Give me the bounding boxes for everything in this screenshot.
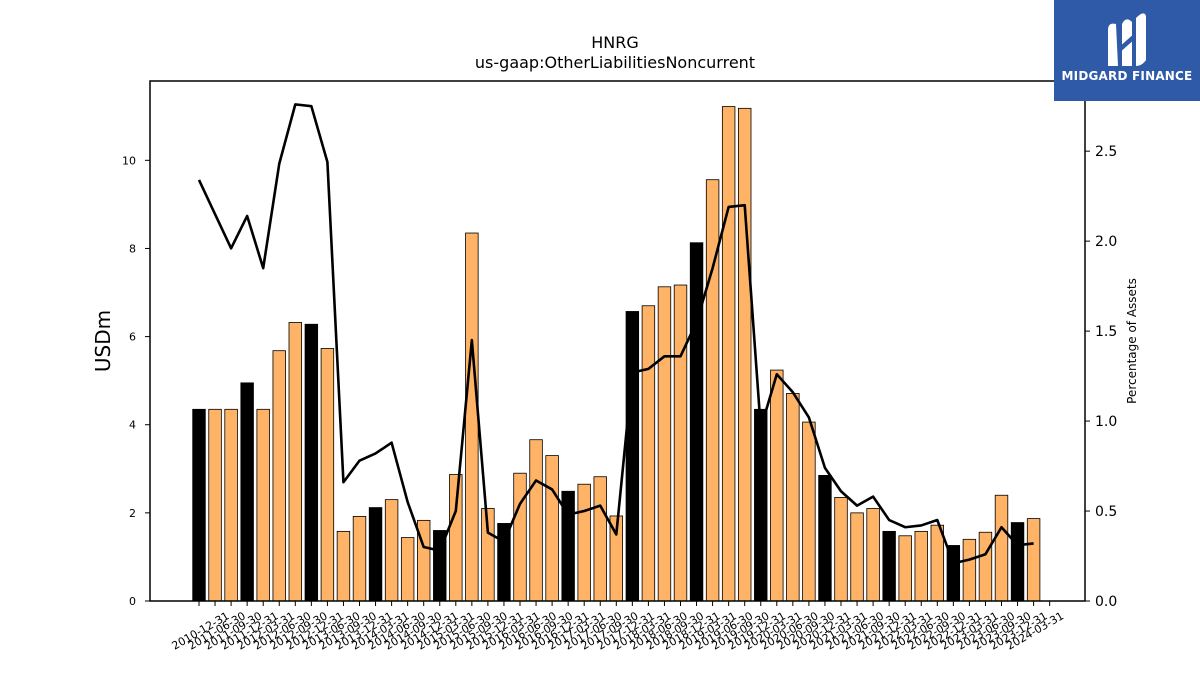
- bar-2015-03-31: [465, 232, 479, 602]
- bar-2012-09-30: [304, 323, 319, 602]
- bar-2011-09-30: [240, 382, 254, 602]
- x-axis-ticks: 2010-12-312011-06-302011-09-302011-12-31…: [170, 601, 1066, 653]
- bar-2012-06-30: [288, 322, 303, 602]
- y-axis-label: USDm: [91, 310, 115, 372]
- bar-2018-03-31: [657, 286, 672, 602]
- bar-2012-03-31: [272, 350, 286, 602]
- bar-2014-12-31: [449, 474, 463, 602]
- bar-2020-12-31: [834, 497, 848, 602]
- bar-2014-03-31: [400, 537, 415, 602]
- plot-frame: [149, 80, 1086, 602]
- y-tick-label: 10: [122, 154, 136, 167]
- bar-2022-12-31: [962, 538, 977, 602]
- bar-2015-12-31: [513, 472, 527, 602]
- bar-2019-03-31: [721, 106, 736, 602]
- midgard-finance-logo: MIDGARD FINANCE: [1054, 0, 1200, 101]
- bar-2017-09-30: [625, 311, 640, 602]
- bar-2023-06-30: [994, 494, 1009, 602]
- bar-2011-03-31: [208, 408, 222, 602]
- bar-2023-12-31: [1026, 518, 1041, 602]
- bar-2019-12-31: [770, 369, 784, 602]
- bar-2011-06-30: [224, 408, 238, 602]
- bar-2023-09-30: [1010, 522, 1025, 602]
- bar-2017-03-31: [593, 476, 607, 602]
- bar-2015-09-30: [497, 523, 511, 602]
- bar-2018-06-30: [673, 284, 688, 602]
- bar-2013-03-31: [336, 530, 351, 602]
- line-group: [197, 103, 1034, 565]
- y2-tick-label: 2.0: [1095, 234, 1117, 250]
- bar-2020-09-30: [818, 475, 832, 602]
- right-axis-ticks: 0.0 0.5 1.0 1.5 2.0 2.5: [1085, 144, 1117, 610]
- y-tick-label: 2: [129, 507, 136, 520]
- bar-2018-09-30: [689, 242, 704, 602]
- bar-2023-03-31: [978, 531, 993, 602]
- bar-2020-03-31: [786, 393, 800, 602]
- bar-2021-09-30: [882, 530, 896, 602]
- bar-2020-06-30: [802, 421, 816, 602]
- bar-2021-03-31: [850, 512, 864, 602]
- bar-2021-12-31: [898, 535, 912, 602]
- bar-2010-12-31: [192, 408, 206, 602]
- y2-tick-label: 0.0: [1095, 594, 1117, 610]
- bar-2013-12-31: [384, 499, 399, 602]
- bar-2017-12-31: [641, 305, 656, 602]
- y-tick-label: 8: [129, 242, 136, 255]
- bar-2022-03-31: [914, 530, 928, 602]
- bar-2011-12-31: [256, 408, 270, 602]
- bar-2019-09-30: [754, 408, 768, 602]
- percentage-of-assets-line: [197, 103, 1034, 565]
- y2-tick-label: 2.5: [1095, 144, 1117, 160]
- bar-2016-12-31: [577, 483, 591, 602]
- y2-tick-label: 1.5: [1095, 324, 1117, 340]
- bar-2013-06-30: [352, 515, 367, 602]
- y-tick-label: 4: [129, 419, 136, 432]
- bar-2019-06-30: [738, 107, 752, 602]
- bar-2012-12-31: [320, 348, 335, 602]
- left-axis-ticks: 0 2 4 6 8 10: [122, 154, 150, 608]
- bar-2021-06-30: [866, 508, 880, 602]
- bar-2016-03-31: [529, 439, 543, 602]
- y-tick-label: 6: [129, 331, 136, 344]
- bar-2013-09-30: [368, 507, 383, 602]
- chart-subtitle: us-gaap:OtherLiabilitiesNoncurrent: [475, 53, 755, 72]
- chart-title: HNRG: [591, 33, 639, 52]
- bar-2022-06-30: [930, 524, 945, 602]
- y-tick-label: 0: [129, 595, 136, 608]
- y2-tick-label: 0.5: [1095, 504, 1117, 520]
- bar-2018-12-31: [705, 179, 720, 602]
- y2-axis-label: Percentage of Assets: [1125, 278, 1139, 404]
- bar-2016-06-30: [545, 455, 559, 602]
- midgard-logo-icon: [1108, 13, 1146, 67]
- y2-tick-label: 1.0: [1095, 414, 1117, 430]
- logo-text: MIDGARD FINANCE: [1061, 69, 1193, 83]
